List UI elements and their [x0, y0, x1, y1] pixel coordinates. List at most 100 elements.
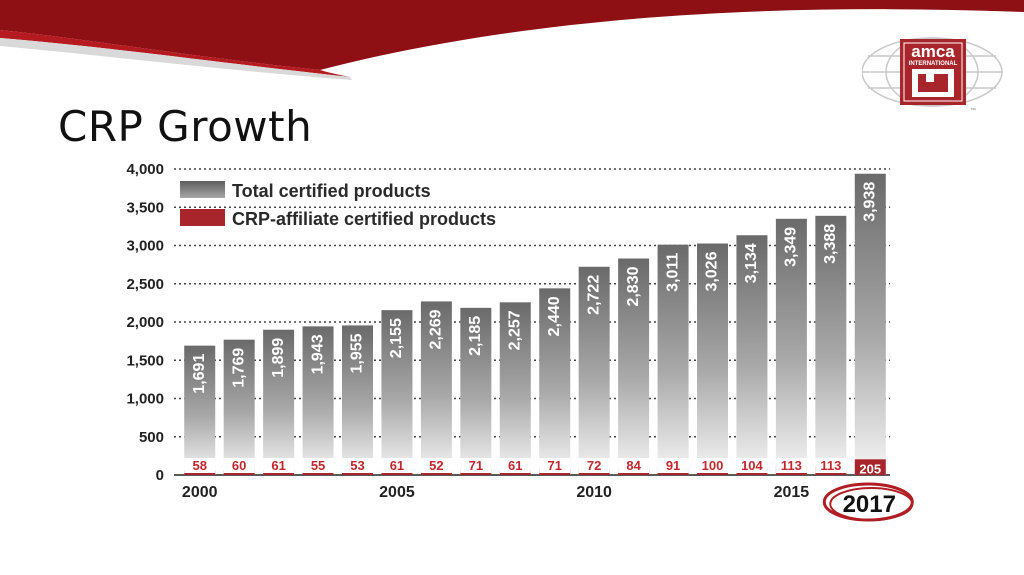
logo-fan-icon: [912, 69, 954, 97]
y-tick-label: 4,000: [126, 161, 164, 178]
data-label-crp-bg: [420, 458, 452, 473]
data-label-total: 2,722: [585, 275, 602, 315]
data-label-total: 3,938: [861, 182, 878, 222]
logo-tm: ™: [970, 107, 976, 114]
data-label-crp-bg: [184, 458, 216, 473]
data-label-total: 1,769: [230, 348, 247, 388]
bar-total-2002: [263, 329, 295, 475]
x-tick-label: 2005: [379, 484, 415, 501]
legend-swatch-crp: [180, 209, 225, 226]
bar-total-2013: [697, 243, 728, 475]
y-tick-label: 3,000: [126, 238, 164, 255]
bar-total-2003: [302, 326, 334, 475]
data-label-crp-bg: [381, 458, 413, 473]
data-label-crp: 71: [469, 458, 483, 473]
highlight-2017: 2017: [822, 482, 914, 522]
data-label-crp-bg: [539, 458, 571, 473]
bar-total-2000: [184, 345, 216, 475]
data-label-total: 1,691: [191, 354, 208, 394]
legend-label-total: Total certified products: [232, 181, 431, 201]
bar-total-2014: [736, 235, 768, 475]
bar-total-2015: [775, 218, 807, 475]
data-label-crp: 71: [547, 458, 561, 473]
bar-total-2001: [223, 339, 255, 475]
data-label-total: 3,026: [704, 251, 721, 291]
data-label-crp: 52: [429, 458, 443, 473]
data-label-total: 1,943: [309, 334, 326, 374]
slide-title: CRP Growth: [58, 102, 313, 151]
bar-total-2007: [460, 307, 492, 475]
data-label-crp-bg: [578, 458, 610, 473]
data-label-total: 2,440: [546, 296, 563, 336]
data-label-crp-bg: [223, 458, 255, 473]
data-label-crp-bg: [302, 458, 334, 473]
data-label-crp-bg: [342, 458, 373, 473]
y-tick-label: 1,000: [126, 391, 164, 408]
data-label-crp: 113: [820, 458, 841, 473]
data-label-total: 3,349: [783, 227, 800, 267]
bar-crp-2017: [854, 459, 886, 475]
data-label-crp: 205: [859, 461, 881, 476]
data-label-total: 2,269: [428, 309, 445, 349]
x-tick-label: 2000: [182, 484, 218, 501]
bar-total-2009: [539, 288, 571, 475]
data-label-total: 3,134: [743, 243, 760, 283]
data-label-total: 1,899: [270, 338, 287, 378]
data-label-crp: 91: [666, 458, 680, 473]
bar-total-2005: [381, 310, 413, 475]
data-label-crp: 61: [508, 458, 522, 473]
bar-crp-2006: [420, 471, 452, 475]
data-label-crp: 61: [271, 458, 285, 473]
data-label-total: 3,388: [822, 224, 839, 264]
bar-total-2016: [815, 215, 847, 475]
data-label-crp: 60: [232, 458, 246, 473]
data-label-crp: 104: [741, 458, 763, 473]
data-label-crp-bg: [263, 458, 295, 473]
data-label-crp: 72: [587, 458, 601, 473]
data-label-crp: 113: [781, 458, 802, 473]
logo-subtitle: INTERNATIONAL: [909, 61, 958, 67]
data-label-crp-bg: [736, 458, 768, 473]
data-label-crp-bg: [815, 458, 847, 473]
data-label-crp-bg: [499, 458, 531, 473]
y-tick-label: 1,500: [126, 352, 164, 369]
data-label-crp: 61: [390, 458, 404, 473]
y-tick-label: 3,500: [126, 199, 164, 216]
data-label-crp: 55: [311, 458, 325, 473]
y-tick-label: 2,000: [126, 314, 164, 331]
bar-total-2011: [618, 258, 650, 475]
y-tick-label: 2,500: [126, 276, 164, 293]
data-label-crp: 100: [702, 458, 724, 473]
bar-total-2017: [854, 173, 886, 476]
data-label-total: 3,011: [664, 253, 681, 292]
legend-label-crp: CRP-affiliate certified products: [232, 209, 496, 229]
data-label-total: 2,155: [388, 318, 405, 358]
y-tick-label: 500: [139, 429, 164, 446]
data-label-crp: 84: [626, 458, 641, 473]
x-tick-label: 2015: [774, 484, 810, 501]
bar-total-2006: [420, 301, 452, 475]
data-label-crp: 58: [192, 458, 206, 473]
bar-total-2008: [499, 302, 531, 475]
logo-name: amca: [911, 42, 955, 61]
data-label-total: 2,830: [625, 266, 642, 306]
data-label-crp-bg: [697, 458, 728, 473]
data-label-total: 2,257: [506, 310, 523, 350]
bar-total-2012: [657, 244, 689, 475]
data-label-total: 1,955: [349, 333, 366, 373]
bar-total-2010: [578, 266, 610, 475]
data-label-crp-bg: [657, 458, 689, 473]
bar-total-2004: [342, 325, 373, 475]
x-tick-label-highlight: 2017: [843, 491, 896, 518]
legend-swatch-total: [180, 181, 225, 198]
data-label-total: 2,185: [467, 316, 484, 356]
header-banner: [0, 0, 1024, 80]
data-label-crp: 53: [350, 458, 364, 473]
data-label-crp-bg: [618, 458, 650, 473]
data-label-crp-bg: [460, 458, 492, 473]
amca-logo: amca INTERNATIONAL ™: [862, 37, 1003, 114]
crp-growth-chart: 05001,0001,5002,0002,5003,0003,5004,000 …: [126, 161, 914, 522]
y-tick-label: 0: [156, 467, 164, 484]
x-tick-label: 2010: [576, 484, 612, 501]
data-label-crp-bg: [775, 458, 807, 473]
